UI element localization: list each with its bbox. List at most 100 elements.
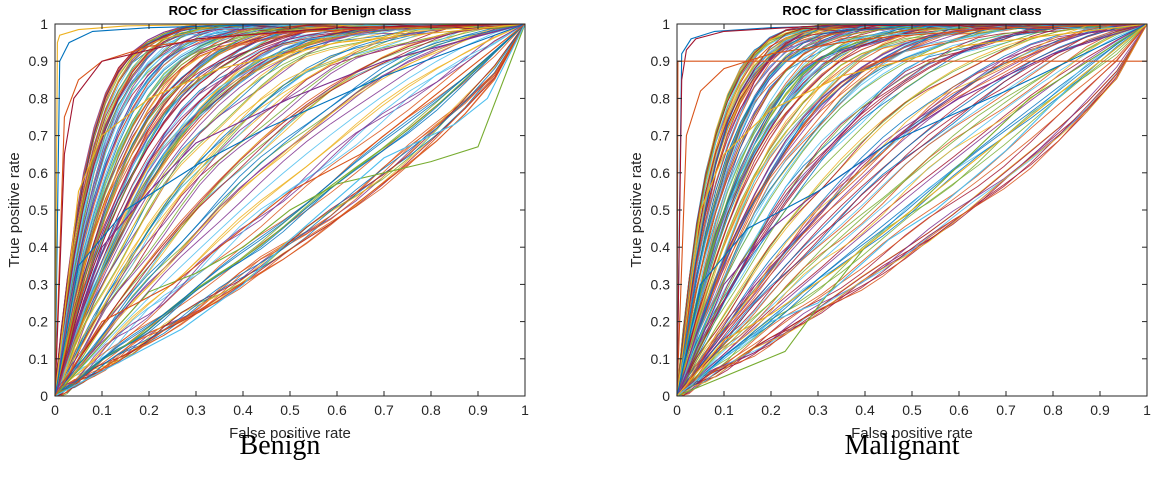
x-tick-label: 0 bbox=[51, 402, 59, 418]
bundle-curve bbox=[676, 23, 1148, 397]
bundle-curve bbox=[676, 23, 1148, 397]
bundle-curve bbox=[54, 23, 526, 397]
x-tick-label: 0.9 bbox=[468, 402, 488, 418]
chart-title: ROC for Classification for Benign class bbox=[169, 3, 412, 18]
x-tick-label: 0.8 bbox=[1043, 402, 1063, 418]
roc-series-line bbox=[54, 23, 526, 397]
x-axis-label: False positive rate bbox=[851, 425, 973, 442]
caption-benign: Benign bbox=[239, 430, 321, 461]
x-tick-label: 0.4 bbox=[855, 402, 875, 418]
roc-panel-malignant: 0 0.1 0.2 0.3 0.4 0.5 0.6 0.7 0.8 0.9 1 0 0.1 0.2 0.3 0… bbox=[622, 0, 1156, 486]
x-tick-label: 0.2 bbox=[761, 402, 781, 418]
roc-series-line bbox=[54, 23, 526, 397]
bundle-curve bbox=[55, 23, 526, 397]
bundle-curve bbox=[677, 23, 1148, 397]
bundle-curve bbox=[54, 23, 526, 397]
y-tick-label: 0.9 bbox=[29, 53, 49, 69]
roc-series-line bbox=[54, 23, 526, 397]
bundle-curve bbox=[54, 23, 526, 397]
y-tick-label: 0.7 bbox=[651, 128, 671, 144]
bundle-curve bbox=[676, 23, 1147, 397]
x-tick-label: 0.3 bbox=[186, 402, 206, 418]
bundle-curve bbox=[676, 23, 1147, 397]
x-tick-label: 1 bbox=[1143, 402, 1151, 418]
y-tick-label: 0.2 bbox=[29, 314, 49, 330]
bundle-curve bbox=[676, 23, 1148, 397]
roc-series-line bbox=[54, 23, 526, 397]
bundle-curve bbox=[676, 23, 1148, 397]
x-tick-label: 0.1 bbox=[714, 402, 734, 418]
x-tick-label: 0.3 bbox=[808, 402, 828, 418]
bundle-curve bbox=[54, 23, 526, 397]
x-tick-label: 0.6 bbox=[327, 402, 347, 418]
x-tick-label: 0.4 bbox=[233, 402, 253, 418]
y-tick-label: 0.1 bbox=[651, 351, 671, 367]
roc-chart-malignant: 0 0.1 0.2 0.3 0.4 0.5 0.6 0.7 0.8 0.9 1 0 0.1 0.2 0.3 0… bbox=[628, 3, 1151, 442]
bundle-curve bbox=[676, 23, 1148, 397]
x-tick-label: 0.7 bbox=[996, 402, 1016, 418]
roc-series-line bbox=[676, 23, 1148, 397]
x-tick-label: 0.5 bbox=[280, 402, 300, 418]
bundle-curve bbox=[54, 23, 526, 397]
y-tick-label: 0.7 bbox=[29, 128, 49, 144]
caption-malignant: Malignant bbox=[844, 430, 960, 461]
y-tick-label: 0 bbox=[662, 388, 670, 404]
bundle-curve bbox=[54, 23, 526, 397]
y-tick-label: 0.9 bbox=[651, 53, 671, 69]
bundle-curve bbox=[676, 23, 1148, 397]
y-axis-label: True positive rate bbox=[628, 152, 645, 267]
y-tick-label: 0.3 bbox=[29, 276, 49, 292]
bundle-curve bbox=[676, 23, 1147, 397]
roc-series-line bbox=[54, 23, 526, 397]
y-tick-label: 0.8 bbox=[29, 90, 49, 106]
roc-series-line bbox=[676, 23, 1148, 397]
y-tick-label: 0.3 bbox=[651, 276, 671, 292]
y-tick-label: 0.1 bbox=[29, 351, 49, 367]
y-axis-label: True positive rate bbox=[6, 152, 23, 267]
bundle-curve bbox=[54, 23, 526, 397]
y-tick-label: 1 bbox=[662, 16, 670, 32]
y-tick-label: 1 bbox=[40, 16, 48, 32]
y-tick-label: 0.8 bbox=[651, 90, 671, 106]
x-tick-label: 0.8 bbox=[421, 402, 441, 418]
bundle-curve bbox=[676, 23, 1148, 397]
roc-series-line bbox=[676, 23, 1148, 397]
roc-series-line bbox=[54, 23, 526, 397]
x-tick-label: 1 bbox=[521, 402, 529, 418]
bundle-curve bbox=[54, 23, 525, 397]
bundle-curve bbox=[54, 23, 526, 397]
roc-series-line bbox=[676, 23, 1148, 397]
x-tick-label: 0.7 bbox=[374, 402, 394, 418]
roc-panel-benign: 0 0.1 0.2 0.3 0.4 0.5 0.6 0.7 0.8 0.9 1 0 0.1 0.2 0.3 0… bbox=[0, 0, 560, 486]
bundle-curve bbox=[55, 23, 526, 397]
roc-chart-benign: 0 0.1 0.2 0.3 0.4 0.5 0.6 0.7 0.8 0.9 1 0 0.1 0.2 0.3 0… bbox=[6, 3, 529, 442]
bundle-curve bbox=[676, 23, 1148, 397]
y-tick-label: 0.5 bbox=[29, 202, 49, 218]
x-tick-label: 0.2 bbox=[139, 402, 159, 418]
x-tick-label: 0.6 bbox=[949, 402, 969, 418]
y-tick-label: 0.6 bbox=[651, 165, 671, 181]
chart-title: ROC for Classification for Malignant cla… bbox=[782, 3, 1041, 18]
roc-series-line bbox=[54, 23, 526, 397]
y-tick-label: 0.6 bbox=[29, 165, 49, 181]
x-tick-label: 0.5 bbox=[902, 402, 922, 418]
bundle-curve bbox=[54, 23, 526, 397]
bundle-curve bbox=[54, 23, 525, 397]
bundle-curve bbox=[677, 23, 1147, 397]
x-tick-label: 0.1 bbox=[92, 402, 112, 418]
bundle-curve bbox=[676, 23, 1148, 397]
x-tick-label: 0.9 bbox=[1090, 402, 1110, 418]
bundle-curve bbox=[54, 23, 525, 397]
y-tick-label: 0.4 bbox=[651, 239, 671, 255]
y-tick-label: 0.4 bbox=[29, 239, 49, 255]
y-tick-label: 0 bbox=[40, 388, 48, 404]
bundle-curve bbox=[54, 23, 526, 397]
bundle-curve bbox=[54, 23, 525, 397]
bundle-curve bbox=[676, 23, 1148, 397]
y-tick-label: 0.2 bbox=[651, 314, 671, 330]
bundle-curve bbox=[54, 23, 525, 397]
x-axis-label: False positive rate bbox=[229, 425, 351, 442]
bundle-curve bbox=[676, 23, 1148, 397]
x-tick-label: 0 bbox=[673, 402, 681, 418]
y-tick-label: 0.5 bbox=[651, 202, 671, 218]
